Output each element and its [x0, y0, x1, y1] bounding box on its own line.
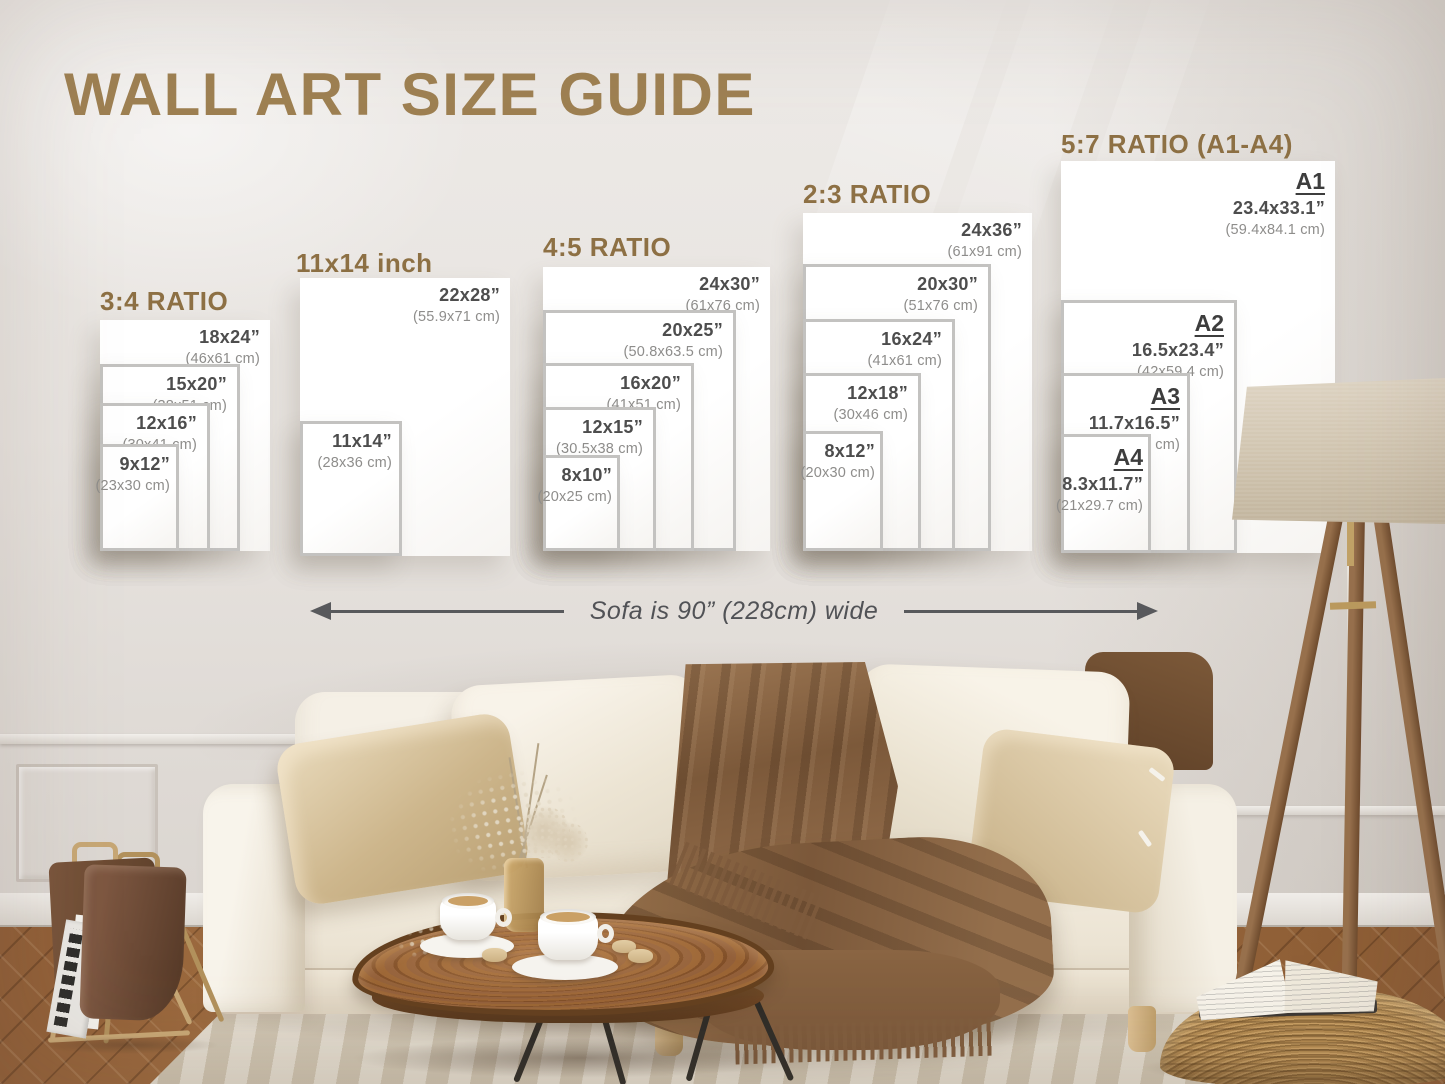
size-label: 24x36” (61x91 cm): [947, 220, 1022, 260]
group-title-11x14-inch: 11x14 inch: [296, 248, 433, 278]
size-label: 8x12” (20x30 cm): [800, 441, 875, 481]
size-rect-8x10: 8x10” (20x25 cm): [537, 455, 620, 551]
size-label: A2 16.5x23.4” (42x59.4 cm): [1131, 310, 1224, 380]
group-title-5-7-ratio: 5:7 RATIO (A1-A4): [1061, 129, 1293, 159]
group-title-2-3-ratio: 2:3 RATIO: [803, 179, 932, 209]
wainscot-rail-left: [0, 734, 330, 744]
group-title-3-4-ratio: 3:4 RATIO: [100, 286, 229, 316]
coffee-cup: [440, 893, 512, 940]
left-arrowhead-icon: [310, 602, 331, 620]
lamp-shade: [1232, 378, 1445, 524]
macaron: [482, 948, 507, 962]
page-title: WALL ART SIZE GUIDE: [64, 61, 756, 128]
size-rect-a4: A4 8.3x11.7” (21x29.7 cm): [1056, 434, 1151, 553]
size-label: 12x15” (30.5x38 cm): [555, 417, 643, 457]
size-label: 12x18” (30x46 cm): [833, 383, 908, 423]
size-label: 24x30” (61x76 cm): [685, 274, 760, 314]
sofa-width-arrow: Sofa is 90” (228cm) wide: [310, 596, 1159, 625]
size-rect-9x12: 9x12” (23x30 cm): [95, 444, 179, 551]
rack-handle-front: [72, 842, 118, 872]
size-label: 20x30” (51x76 cm): [903, 274, 978, 314]
macaron: [612, 940, 636, 953]
rack-leather-sling-front: [79, 864, 187, 1022]
cup-handle: [597, 924, 614, 943]
dried-dandelion-head: [548, 822, 588, 862]
lamp-brass-stem: [1347, 512, 1354, 566]
size-label: 16x24” (41x61 cm): [867, 329, 942, 369]
macaron: [628, 949, 653, 963]
coffee-surface: [546, 912, 590, 922]
size-label: 20x25” (50.8x63.5 cm): [623, 320, 723, 360]
group-title-4-5-ratio: 4:5 RATIO: [543, 232, 672, 262]
coffee-surface: [448, 896, 488, 906]
size-label: 9x12” (23x30 cm): [95, 454, 170, 494]
magazine-rack-shadow: [40, 1036, 220, 1054]
size-label: 11x14” (28x36 cm): [317, 431, 392, 471]
size-label: A4 8.3x11.7” (21x29.7 cm): [1055, 444, 1143, 514]
size-label: 8x10” (20x25 cm): [537, 465, 612, 505]
wainscot-rail-right: [1232, 806, 1445, 815]
cup-handle: [495, 908, 512, 927]
arrow-line-left: [331, 609, 564, 613]
sofa-leg: [1128, 1006, 1156, 1052]
magazine-rack: [30, 836, 225, 1054]
size-rect-8x12: 8x12” (20x30 cm): [800, 431, 883, 551]
size-label: 22x28” (55.9x71 cm): [412, 285, 500, 325]
coffee-cup: [538, 909, 614, 960]
size-rect-11x14: 11x14” (28x36 cm): [300, 421, 402, 556]
coffee-table-shadow: [350, 1038, 810, 1078]
size-label: 18x24” (46x61 cm): [185, 327, 260, 367]
sofa-width-label: Sofa is 90” (228cm) wide: [589, 596, 879, 625]
open-book: [1194, 949, 1380, 1030]
arrow-line-right: [904, 609, 1138, 613]
right-arrowhead-icon: [1137, 602, 1159, 620]
size-label: A1 23.4x33.1” (59.4x84.1 cm): [1225, 168, 1325, 238]
